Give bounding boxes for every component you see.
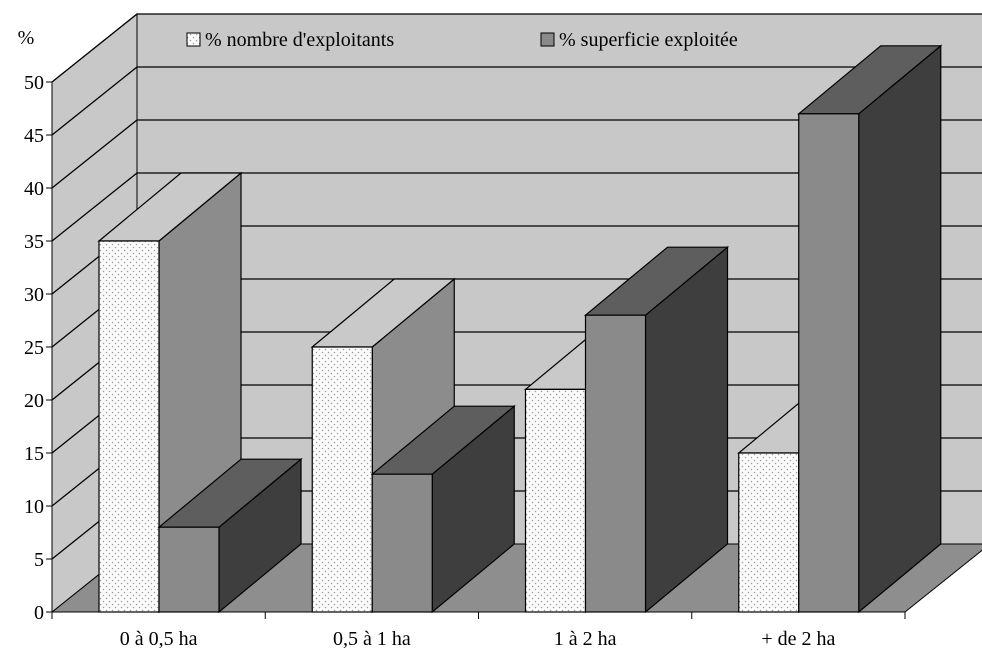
bar-front bbox=[98, 240, 160, 613]
y-tick-label: 50 bbox=[24, 72, 44, 94]
bar-front bbox=[311, 346, 373, 613]
x-tick-label: 0 à 0,5 ha bbox=[120, 628, 198, 650]
y-tick-label: 35 bbox=[24, 231, 44, 253]
bar-front bbox=[158, 526, 220, 613]
gridline bbox=[51, 66, 982, 136]
bar-superficie bbox=[157, 457, 303, 614]
y-unit-label: % bbox=[18, 27, 35, 49]
y-tick-label: 25 bbox=[24, 337, 44, 359]
y-tick-label: 30 bbox=[24, 284, 44, 306]
bar-front bbox=[738, 452, 800, 613]
bar-front bbox=[584, 314, 647, 613]
legend: % nombre d'exploitants % superficie expl… bbox=[186, 29, 738, 51]
y-tick-label: 45 bbox=[24, 125, 44, 147]
gridline bbox=[51, 172, 982, 242]
bar-front bbox=[524, 388, 587, 613]
y-tick-label: 10 bbox=[24, 496, 44, 518]
bars bbox=[97, 44, 943, 614]
bar-side bbox=[858, 44, 942, 614]
gridline bbox=[51, 119, 982, 189]
y-tick-label: 5 bbox=[34, 549, 44, 571]
x-axis: 0 à 0,5 ha 0,5 à 1 ha 1 à 2 ha + de 2 ha bbox=[51, 611, 906, 650]
x-tick-label: 1 à 2 ha bbox=[554, 628, 617, 650]
x-tick-label: 0,5 à 1 ha bbox=[333, 628, 411, 650]
gridline bbox=[51, 13, 982, 83]
bar-superficie bbox=[370, 404, 516, 614]
y-tick-label: 0 bbox=[34, 602, 44, 624]
legend-swatch-exploitants bbox=[186, 32, 201, 47]
legend-label-exploitants: % nombre d'exploitants bbox=[205, 29, 394, 51]
bar-superficie bbox=[797, 44, 943, 614]
legend-swatch-superficie bbox=[540, 32, 555, 47]
y-tick-label: 20 bbox=[24, 390, 44, 412]
x-tick-label: + de 2 ha bbox=[761, 628, 835, 650]
y-tick-label: 40 bbox=[24, 178, 44, 200]
y-axis: 0 5 10 15 20 25 30 35 40 45 50 bbox=[24, 72, 53, 624]
legend-label-superficie: % superficie exploitée bbox=[559, 29, 738, 51]
bar-front bbox=[371, 473, 433, 613]
y-tick-label: 15 bbox=[24, 443, 44, 465]
bar-front bbox=[798, 113, 860, 613]
bar-superficie bbox=[583, 245, 730, 614]
